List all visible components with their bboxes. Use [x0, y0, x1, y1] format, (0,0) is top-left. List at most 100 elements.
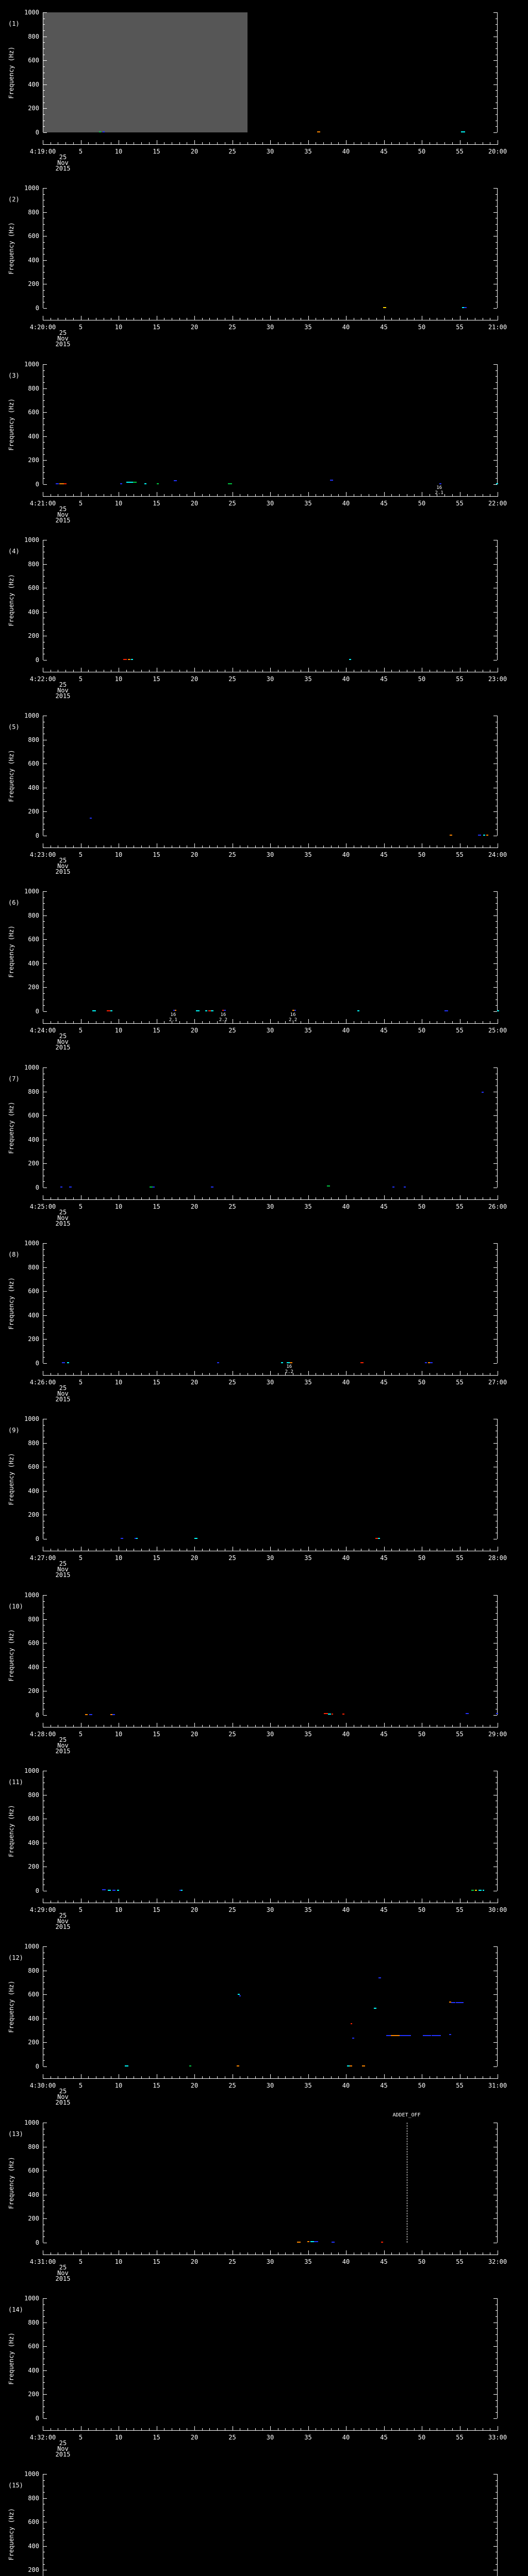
y-tick — [43, 2236, 45, 2238]
x-tick-label: 10 — [114, 1203, 123, 1210]
x-tick — [73, 1901, 74, 1903]
y-tick-label: 400 — [28, 256, 39, 264]
x-tick — [148, 494, 150, 496]
x-tick — [399, 494, 400, 496]
x-tick — [148, 142, 150, 144]
y-tick — [43, 1363, 47, 1364]
x-end-time-label: 33:00 — [488, 2434, 507, 2441]
x-tick — [399, 1197, 400, 1199]
y-tick — [496, 24, 497, 25]
y-tick — [43, 278, 45, 279]
x-tick — [255, 1021, 256, 1023]
y-tick — [496, 290, 497, 291]
event-marker — [451, 2002, 455, 2003]
x-tick — [262, 2252, 263, 2255]
x-tick — [270, 140, 271, 144]
y-tick — [43, 630, 45, 631]
x-tick — [323, 2076, 324, 2078]
y-tick — [43, 376, 45, 377]
y-tick — [496, 1279, 497, 1280]
y-tick — [43, 1133, 45, 1134]
x-tick — [376, 2428, 377, 2430]
y-tick — [43, 939, 47, 940]
y-tick — [43, 2048, 45, 2049]
x-tick — [414, 845, 415, 848]
event-marker — [144, 483, 147, 484]
x-tick — [141, 1021, 142, 1023]
event-marker — [280, 1362, 283, 1363]
y-axis-right — [497, 1419, 498, 1539]
panel-index-label: (13) — [8, 2130, 23, 2138]
y-tick — [496, 2200, 497, 2201]
y-tick — [496, 945, 497, 946]
y-tick — [43, 927, 45, 928]
y-tick — [496, 1697, 497, 1698]
x-tick — [73, 1197, 74, 1199]
x-tick — [391, 2252, 392, 2255]
y-tick-label: 1000 — [24, 536, 39, 544]
x-tick-label: 10 — [114, 2258, 123, 2265]
x-tick — [399, 670, 400, 672]
y-tick — [496, 981, 497, 982]
x-tick — [399, 2076, 400, 2078]
date-label: 25 Nov 2015 — [47, 1912, 78, 1930]
x-tick — [148, 2252, 150, 2255]
x-tick — [194, 2426, 195, 2430]
x-tick — [323, 2252, 324, 2255]
date-line: Nov — [57, 687, 69, 694]
date-line: Nov — [57, 1566, 69, 1573]
x-tick — [452, 1901, 453, 1903]
y-tick — [43, 1005, 45, 1006]
x-tick — [285, 318, 286, 320]
y-axis-right — [497, 1946, 498, 2066]
event-marker — [310, 2241, 315, 2242]
y-tick — [43, 296, 45, 297]
x-tick — [73, 1021, 74, 1023]
date-label: 25 Nov 2015 — [47, 154, 78, 172]
x-tick — [179, 2076, 180, 2078]
y-tick — [43, 594, 45, 595]
x-tick — [384, 1195, 385, 1199]
panel-index-label: (11) — [8, 1778, 23, 1786]
annotation-line: 2.1 — [169, 1018, 177, 1023]
y-tick — [43, 600, 45, 601]
y-tick-label: 200 — [28, 1863, 39, 1871]
event-marker — [381, 2242, 383, 2243]
date-line: Nov — [57, 1742, 69, 1749]
x-tick — [376, 1901, 377, 1903]
x-tick-label: 55 — [456, 324, 464, 331]
x-tick — [285, 2076, 286, 2078]
y-tick — [493, 1267, 497, 1268]
y-tick-label: 400 — [28, 80, 39, 88]
y-tick — [43, 1994, 47, 1995]
spectrogram-panel: (9) Frequency (Hz) 0 200 400 600 800 1000 5 10 15 2… — [0, 1406, 528, 1582]
event-marker — [67, 1362, 70, 1363]
spectrogram-panel: (11) Frequency (Hz) 0 200 400 600 800 1000 5 10 15… — [0, 1758, 528, 1934]
y-tick — [493, 1946, 497, 1947]
date-line: Nov — [57, 1918, 69, 1925]
x-tick — [331, 1197, 332, 1199]
y-axis-right — [497, 12, 498, 132]
panel-index-label: (9) — [8, 1427, 20, 1434]
x-tick — [65, 1197, 67, 1199]
event-marker — [174, 1009, 177, 1011]
y-tick — [43, 1595, 47, 1596]
y-tick — [496, 1151, 497, 1153]
x-end-time-label: 23:00 — [488, 675, 507, 683]
x-tick — [270, 1899, 271, 1903]
y-tick-label: 200 — [28, 2215, 39, 2223]
y-tick — [43, 1679, 45, 1680]
date-line: Nov — [57, 335, 69, 342]
x-start-time-label: 4:21:00 — [29, 500, 56, 507]
y-tick — [496, 478, 497, 479]
event-marker — [92, 1010, 96, 1011]
x-tick — [323, 142, 324, 144]
y-tick — [43, 2376, 45, 2377]
x-tick — [73, 142, 74, 144]
event-marker — [61, 1362, 65, 1363]
y-tick — [496, 400, 497, 401]
x-tick — [467, 142, 468, 144]
x-tick — [65, 1901, 67, 1903]
y-tick-label: 1000 — [24, 1943, 39, 1950]
annotation-line: 16 — [436, 485, 442, 490]
